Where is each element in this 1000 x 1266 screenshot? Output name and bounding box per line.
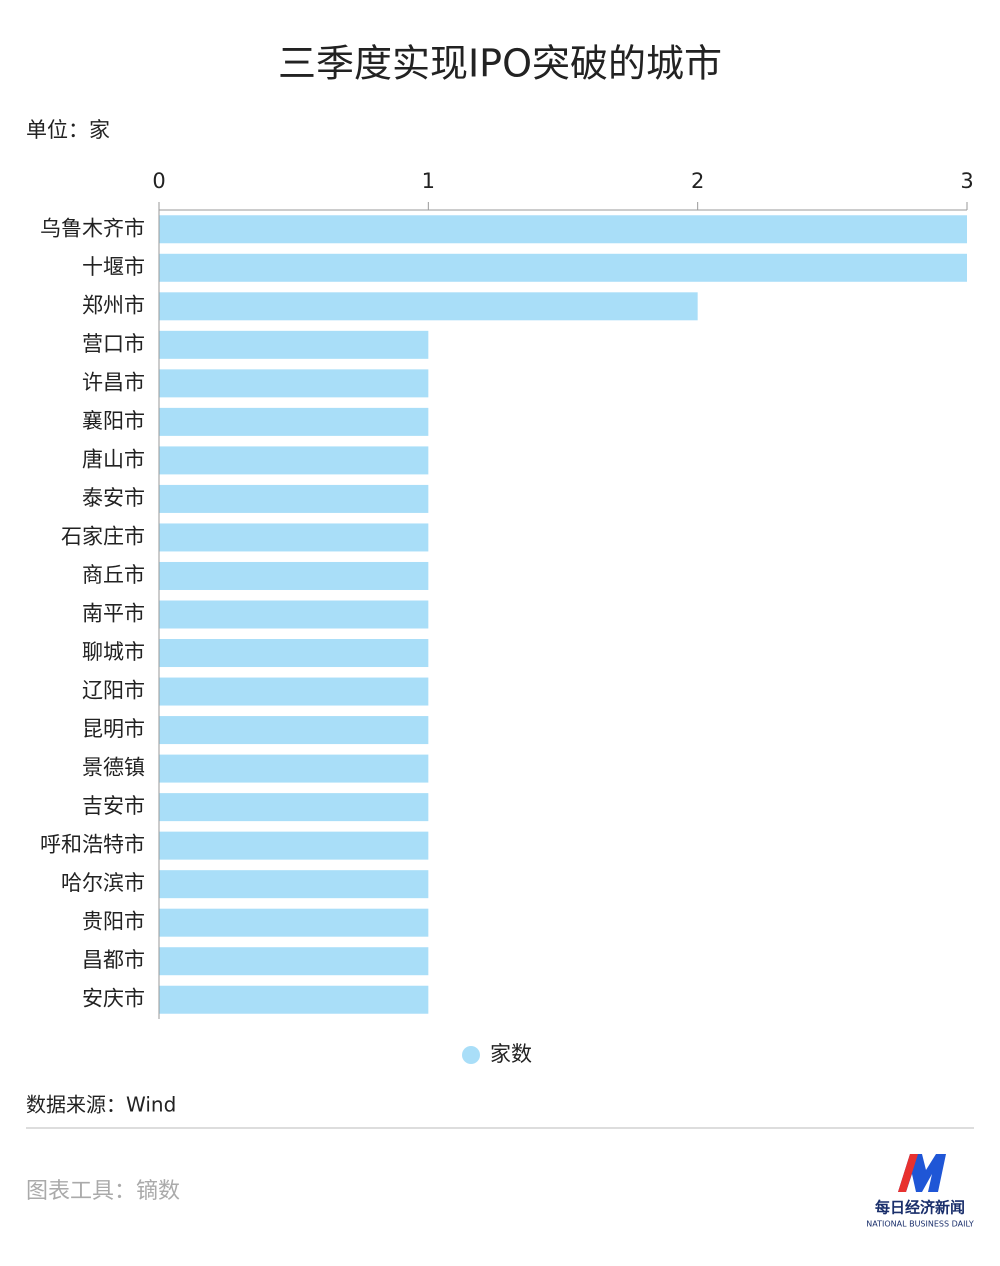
bar <box>159 446 429 475</box>
y-tick-label: 吉安市 <box>82 794 145 818</box>
bar <box>159 947 429 976</box>
y-tick-label: 石家庄市 <box>61 524 145 548</box>
y-tick-label: 泰安市 <box>82 486 145 510</box>
x-tick-label: 3 <box>960 169 973 193</box>
logo-name: 每日经济新闻 <box>875 1199 965 1217</box>
bar <box>159 870 429 899</box>
bar <box>159 330 429 359</box>
y-tick-label: 安庆市 <box>82 987 145 1011</box>
bar <box>159 793 429 822</box>
bar <box>159 253 967 282</box>
bar <box>159 831 429 860</box>
y-tick-label: 昆明市 <box>82 717 145 741</box>
logo-mark-accent <box>898 1154 918 1192</box>
y-tick-label: 哈尔滨市 <box>61 871 145 895</box>
bar <box>159 716 429 745</box>
y-tick-label: 贵阳市 <box>82 910 145 934</box>
bar <box>159 985 429 1014</box>
y-tick-label: 郑州市 <box>82 293 145 317</box>
y-tick-label: 辽阳市 <box>82 679 145 703</box>
bar <box>159 407 429 436</box>
tool-credit: 图表工具：镝数 <box>26 1179 180 1204</box>
x-tick-label: 2 <box>691 169 704 193</box>
bar <box>159 639 429 668</box>
logo-subtitle: NATIONAL BUSINESS DAILY <box>866 1220 974 1229</box>
x-tick-label: 1 <box>422 169 435 193</box>
y-tick-label: 十堰市 <box>82 255 145 279</box>
bar <box>159 600 429 629</box>
y-tick-label: 商丘市 <box>82 563 145 587</box>
y-tick-label: 聊城市 <box>82 640 145 664</box>
bar <box>159 754 429 783</box>
source: 数据来源：Wind <box>26 1093 176 1117</box>
x-tick-label: 0 <box>152 169 165 193</box>
chart-title: 三季度实现IPO突破的城市 <box>278 42 722 86</box>
unit-label: 单位：家 <box>26 118 110 142</box>
bar <box>159 369 429 398</box>
y-tick-label: 唐山市 <box>82 447 145 471</box>
legend-marker <box>462 1046 480 1064</box>
y-tick-label: 呼和浩特市 <box>40 833 145 857</box>
bar <box>159 561 429 590</box>
y-tick-label: 南平市 <box>82 602 145 626</box>
bar <box>159 484 429 513</box>
logo: 每日经济新闻 NATIONAL BUSINESS DAILY <box>866 1154 974 1229</box>
bar <box>159 523 429 552</box>
y-tick-label: 襄阳市 <box>82 409 145 433</box>
y-tick-label: 昌都市 <box>82 948 145 972</box>
bar <box>159 908 429 937</box>
y-tick-label: 乌鲁木齐市 <box>40 216 145 240</box>
bar <box>159 215 967 244</box>
bar <box>159 677 429 706</box>
y-tick-label: 营口市 <box>82 332 145 356</box>
legend-label: 家数 <box>490 1042 532 1066</box>
y-tick-label: 景德镇 <box>82 756 145 780</box>
y-tick-label: 许昌市 <box>82 370 145 394</box>
bar <box>159 292 698 321</box>
